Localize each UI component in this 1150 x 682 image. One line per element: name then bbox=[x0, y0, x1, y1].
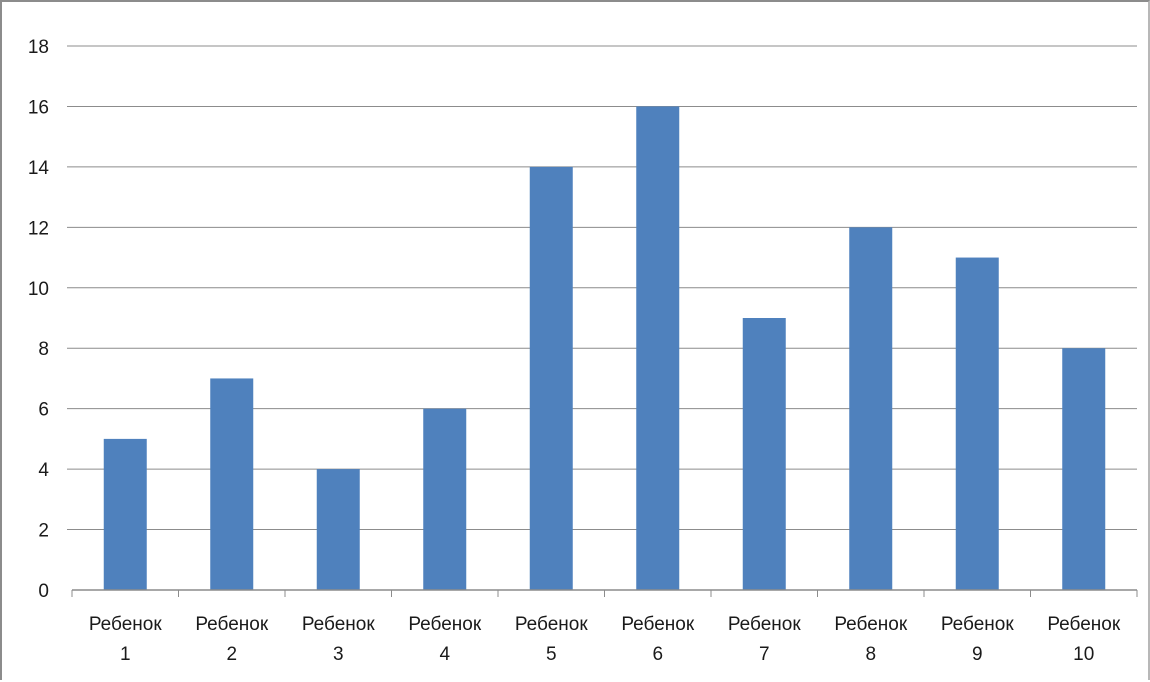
y-tick-label: 6 bbox=[38, 400, 49, 421]
x-category-label-line2: 10 bbox=[1073, 644, 1094, 665]
x-category-label-line2: 4 bbox=[439, 644, 450, 665]
bar bbox=[210, 378, 254, 590]
bar bbox=[1062, 348, 1106, 590]
x-category-label-line2: 1 bbox=[120, 644, 131, 665]
y-tick-label: 8 bbox=[38, 339, 49, 360]
y-axis-tick-labels: 0 2 4 6 8 10 12 14 16 18 bbox=[28, 37, 50, 602]
x-category-label: Ребенок 3 bbox=[302, 614, 375, 665]
x-category-label: Ребенок 9 bbox=[941, 614, 1014, 665]
y-tick-label: 16 bbox=[28, 97, 49, 118]
x-category-label-line2: 6 bbox=[652, 644, 663, 665]
bar bbox=[955, 257, 999, 590]
x-category-label: Ребенок 8 bbox=[834, 614, 907, 665]
x-category-label: Ребенок 6 bbox=[621, 614, 694, 665]
x-category-label-line1: Ребенок bbox=[834, 614, 907, 635]
x-category-label-line2: 7 bbox=[759, 644, 770, 665]
y-tick-label: 4 bbox=[38, 460, 49, 481]
y-tick-label: 18 bbox=[28, 37, 49, 58]
x-category-label-line1: Ребенок bbox=[89, 614, 162, 635]
x-category-label: Ребенок 1 bbox=[89, 614, 162, 665]
x-category-label-line2: 3 bbox=[333, 644, 344, 665]
x-category-label-line1: Ребенок bbox=[621, 614, 694, 635]
bar bbox=[103, 438, 147, 590]
x-category-label-line1: Ребенок bbox=[1047, 614, 1120, 635]
x-category-label-line2: 9 bbox=[972, 644, 983, 665]
bar bbox=[423, 408, 467, 590]
x-category-label: Ребенок 2 bbox=[195, 614, 268, 665]
x-category-label: Ребенок 5 bbox=[515, 614, 588, 665]
x-category-label: Ребенок 4 bbox=[408, 614, 481, 665]
x-category-label-line1: Ребенок bbox=[941, 614, 1014, 635]
y-tick-label: 2 bbox=[38, 521, 49, 542]
bar bbox=[636, 106, 680, 590]
x-category-label: Ребенок 7 bbox=[728, 614, 801, 665]
x-category-label-line1: Ребенок bbox=[515, 614, 588, 635]
x-category-label-line1: Ребенок bbox=[728, 614, 801, 635]
x-category-label-line2: 5 bbox=[546, 644, 557, 665]
bar bbox=[316, 469, 360, 590]
x-axis bbox=[71, 589, 1138, 597]
x-category-label-line1: Ребенок bbox=[302, 614, 375, 635]
bar bbox=[742, 318, 786, 590]
bar bbox=[529, 166, 573, 590]
y-tick-label: 10 bbox=[28, 279, 49, 300]
x-category-label-line1: Ребенок bbox=[195, 614, 268, 635]
y-tick-label: 14 bbox=[28, 158, 50, 179]
bars bbox=[103, 106, 1106, 591]
y-tick-label: 0 bbox=[38, 581, 49, 602]
x-axis-category-labels: Ребенок 1 Ребенок 2 Ребенок 3 Ребенок 4 Ребенок 5… bbox=[89, 614, 1121, 665]
y-tick-label: 12 bbox=[28, 218, 49, 239]
x-category-label: Ребенок 10 bbox=[1047, 614, 1120, 665]
x-category-label-line1: Ребенок bbox=[408, 614, 481, 635]
x-category-label-line2: 2 bbox=[226, 644, 237, 665]
bar bbox=[849, 227, 893, 591]
x-category-label-line2: 8 bbox=[865, 644, 876, 665]
